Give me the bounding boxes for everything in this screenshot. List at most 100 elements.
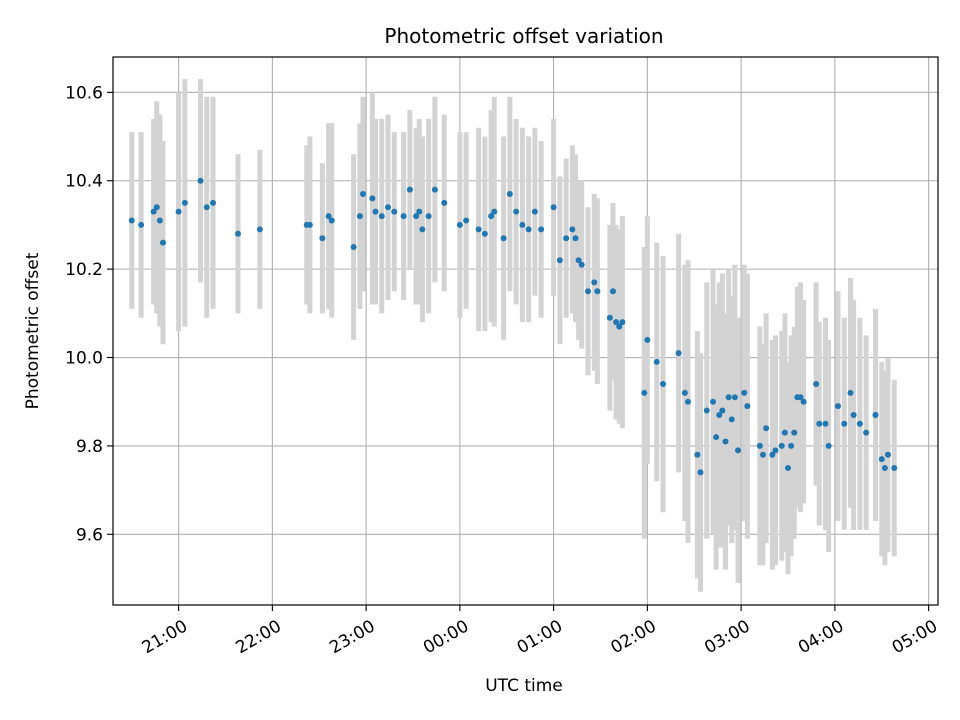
data-point [306,221,313,228]
data-point [606,314,613,321]
data-point [847,389,854,396]
data-point [825,442,832,449]
data-point [563,235,570,242]
data-point [491,208,498,215]
data-point [756,442,763,449]
data-point [531,208,538,215]
data-point [710,398,716,405]
data-point [360,191,366,197]
data-point [372,208,379,215]
x-tick-label: 01:00 [514,616,566,658]
data-point [463,217,470,224]
data-point [785,465,791,471]
data-point [778,442,785,449]
data-point [719,407,726,414]
data-point [685,398,691,405]
data-point [772,447,779,454]
data-point [735,447,741,454]
data-point [728,416,735,423]
data-point [703,407,710,414]
y-tick-label: 10.2 [65,260,103,280]
data-point [556,257,563,264]
x-tick-label: 22:00 [232,616,284,658]
x-tick-label: 23:00 [326,616,378,658]
data-point [481,230,488,237]
data-point [788,442,795,449]
data-points [128,177,898,476]
data-point [697,469,704,476]
x-tick-label: 02:00 [607,616,659,658]
data-point [210,199,216,206]
data-point [400,213,407,220]
data-point [538,226,545,233]
data-point [741,389,748,396]
data-point [441,199,448,206]
data-point [644,336,651,343]
data-point [175,208,182,215]
data-point [681,389,688,396]
data-point [885,451,891,458]
data-point [150,208,157,215]
data-point [578,261,585,268]
data-point [256,226,263,233]
data-point [406,186,413,193]
data-point [413,213,420,220]
data-point [572,235,579,242]
data-point [585,288,591,295]
data-point [850,411,857,418]
data-point [841,420,848,427]
data-point [325,213,332,220]
data-point [456,221,463,228]
data-point [713,434,720,441]
x-tick-label: 00:00 [420,616,472,658]
data-point [513,208,520,215]
data-point [863,429,870,436]
x-tick-label: 04:00 [795,616,847,658]
data-point [797,394,804,401]
data-point [813,381,820,388]
data-point [431,186,438,193]
data-point [653,358,660,365]
data-point [350,244,357,251]
data-point [591,279,598,286]
data-point [160,239,166,246]
data-point [378,213,385,220]
data-point [525,226,532,233]
data-point [550,204,557,211]
error-bars [129,79,897,592]
y-tick-label: 9.6 [76,525,103,545]
data-point [197,177,204,184]
plot-frame [112,56,939,606]
data-point [613,319,620,326]
data-point [769,451,776,458]
y-tick-label: 9.8 [76,437,103,457]
data-point [328,217,335,224]
data-point [506,191,513,197]
data-point [731,394,738,401]
x-tick-label: 21:00 [139,616,191,658]
data-point [725,394,732,401]
data-point [856,420,863,427]
data-point [138,221,145,228]
data-point [356,213,363,220]
data-point [822,420,829,427]
x-axis: 21:00 22:00 23:00 00:00 01:00 02:00 03:00 04:00… [139,605,941,658]
data-point [641,389,648,396]
data-point [816,420,823,427]
data-point [891,465,898,471]
data-point [878,456,885,463]
x-tick-label: 03:00 [701,616,753,658]
y-tick-label: 10.0 [65,349,103,369]
data-point [722,438,729,445]
y-axis-label: Photometric offset [23,252,43,409]
data-point [791,429,798,436]
data-point [369,195,376,202]
y-tick-label: 10.6 [65,83,103,103]
data-point [475,226,482,233]
data-point [616,323,623,330]
data-point [660,381,666,388]
data-point [425,213,432,220]
data-point [744,403,751,410]
data-point [781,429,788,436]
y-axis: 9.6 9.8 10.0 10.2 10.4 10.6 [65,83,113,545]
